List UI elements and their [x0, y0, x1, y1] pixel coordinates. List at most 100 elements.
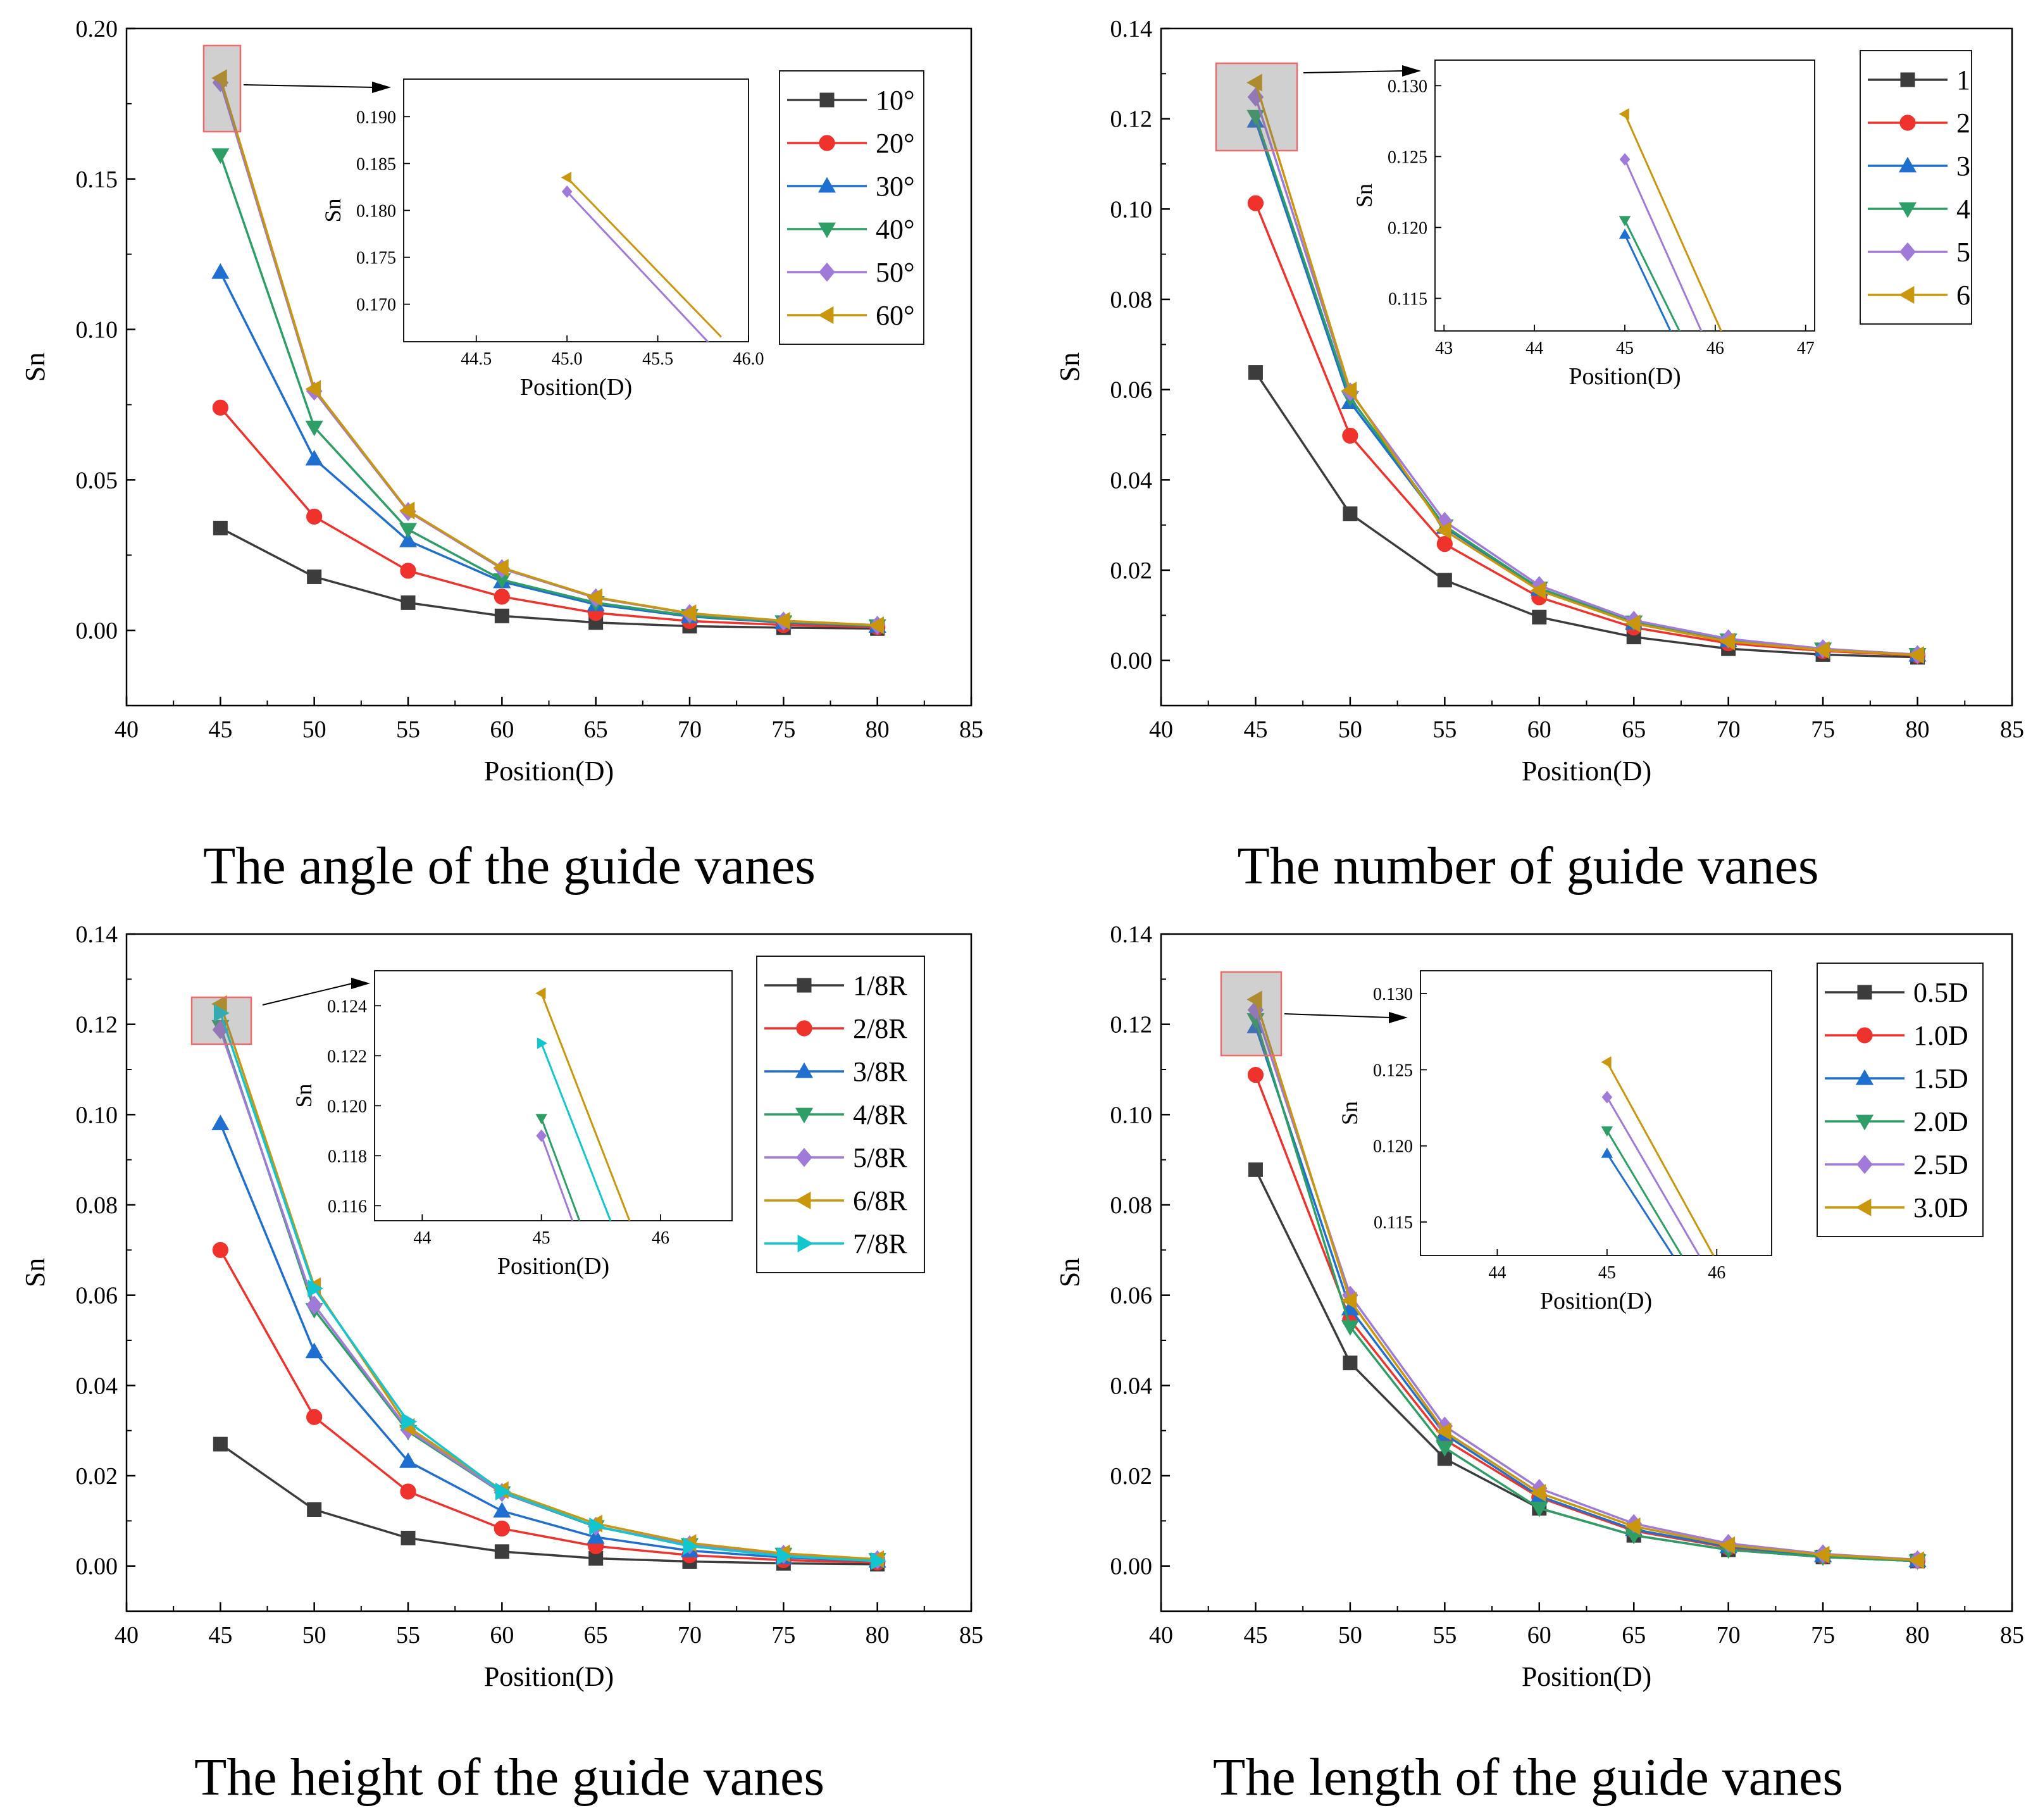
legend-marker-3-0d: [1855, 1198, 1872, 1217]
inset-point-4: [1619, 216, 1631, 227]
legend-label: 4/8R: [853, 1099, 907, 1130]
y-tick-label: 0.08: [1110, 287, 1153, 313]
inset-point-60deg: [561, 171, 571, 184]
y-tick-label: 0.00: [76, 618, 118, 644]
y-tick-label: 0.04: [1110, 467, 1153, 494]
inset-line-6: [1624, 113, 1722, 331]
legend-marker-10deg: [819, 92, 835, 108]
data-point-60deg: [493, 559, 509, 577]
legend-label: 2.0D: [1913, 1106, 1968, 1137]
x-tick-label: 45: [208, 716, 232, 743]
data-point-6: [1341, 382, 1357, 400]
data-point-6: [1625, 614, 1641, 633]
data-point-60deg: [868, 616, 885, 635]
chart-guide-vane-height: 40 45 50 55 60 65 70 75 80 85 0.00 0.02 0.04 0.06 0.08…: [20, 921, 983, 1692]
x-tick-label: 75: [771, 1622, 795, 1649]
inset-y-tick-label: 0.130: [1388, 77, 1427, 96]
series-60deg: [211, 69, 885, 635]
x-tick-label: 85: [2000, 716, 2024, 743]
series-6: [1246, 73, 1924, 664]
inset-x-tick-label: 45: [533, 1228, 550, 1248]
inset-line-6-8r: [540, 993, 631, 1221]
caption-number: The number of guide vanes: [1237, 837, 1819, 895]
y-tick-label: 0.06: [1110, 1283, 1153, 1309]
caption-length: The length of the guide vanes: [1212, 1748, 1844, 1807]
legend: 1/8R 2/8R 3/8R 4/8R 5/8R 6/8R 7/8R: [756, 956, 925, 1273]
legend-item-4-8r: 4/8R: [764, 1099, 907, 1130]
inset-lines: [1601, 1056, 1715, 1256]
y-tick-label: 0.08: [76, 1192, 118, 1219]
x-tick-label: 45: [1243, 1622, 1267, 1649]
legend-marker-4: [1898, 202, 1917, 218]
data-point-3-0d: [1436, 1423, 1451, 1441]
x-tick-label: 80: [866, 716, 890, 743]
legend-item-6-8r: 6/8R: [764, 1185, 907, 1216]
inset-frame: [1434, 59, 1815, 332]
inset-y-tick-label: 0.120: [1388, 218, 1427, 238]
inset-chart: 44 45 46 0.116 0.118 0.120 0.122 0.124 Position(…: [291, 970, 733, 1280]
y-tick-label: 0.10: [1110, 1102, 1153, 1128]
inset-y-tick-label: 0.180: [356, 202, 396, 221]
y-tick-label: 0.02: [1110, 558, 1153, 584]
data-point-40deg: [399, 523, 418, 539]
inset-x-axis-label: Position(D): [497, 1253, 609, 1280]
data-point-20deg: [494, 589, 510, 605]
data-point-6: [1908, 646, 1924, 664]
data-point-6: [1813, 641, 1830, 659]
legend-marker-3: [1898, 156, 1917, 173]
y-tick-label: 0.15: [76, 166, 118, 193]
data-point-3-0d: [1341, 1292, 1357, 1310]
zoom-arrow-head: [1402, 65, 1421, 77]
inset-x-tick-label: 45: [1598, 1263, 1616, 1283]
legend-marker-1: [1900, 72, 1915, 87]
data-point-1-8r: [494, 1544, 509, 1559]
legend-item-2-0d: 2.0D: [1825, 1106, 1968, 1137]
legend-item-3: 3: [1868, 151, 1970, 182]
data-point-1-8r: [401, 1530, 416, 1545]
legend-label: 10°: [876, 85, 915, 116]
series-line-2-0d: [1254, 1019, 1918, 1562]
legend-item-20deg: 20°: [787, 128, 915, 159]
y-tick-label: 0.12: [1110, 1012, 1153, 1038]
data-point-7-8r: [871, 1552, 886, 1570]
inset-y-tick-label: 0.118: [328, 1147, 367, 1166]
inset-y-tick-label: 0.175: [356, 249, 396, 268]
x-tick-label: 40: [1149, 1622, 1173, 1649]
inset-line-3-0d: [1606, 1061, 1715, 1256]
y-tick-label: 0.14: [76, 921, 118, 948]
legend-marker-6-8r: [795, 1191, 811, 1210]
data-point-2: [1247, 195, 1264, 211]
legend-label: 4: [1956, 194, 1970, 225]
data-point-40deg: [211, 148, 230, 164]
data-point-10deg: [401, 595, 416, 610]
inset-line-5: [1624, 159, 1703, 331]
legend-label: 1: [1956, 65, 1970, 96]
legend-marker-50deg: [819, 262, 835, 282]
legend-item-3-8r: 3/8R: [764, 1056, 907, 1087]
data-point-2-0d: [1436, 1441, 1454, 1457]
inset-y-tick-label: 0.190: [356, 108, 396, 127]
data-point-3-0d: [1625, 1517, 1641, 1535]
data-point-1-8r: [213, 1437, 228, 1452]
series-7-8r: [213, 1004, 886, 1570]
legend-label: 60°: [876, 300, 915, 331]
legend-item-50deg: 50°: [787, 257, 915, 288]
inset-x-tick-label: 46.0: [733, 349, 764, 369]
x-tick-label: 70: [678, 1622, 702, 1649]
series-line-20deg: [220, 407, 878, 628]
inset-x-tick-label: 46: [1708, 1263, 1725, 1283]
data-point-10deg: [494, 608, 509, 623]
x-tick-label: 55: [396, 1622, 420, 1649]
legend-label: 5/8R: [853, 1142, 907, 1173]
x-tick-label: 50: [1338, 1622, 1362, 1649]
caption-height: The height of the guide vanes: [194, 1748, 825, 1807]
inset-y-tick-label: 0.115: [1374, 1213, 1413, 1233]
data-point-1: [1532, 609, 1547, 625]
x-tick-label: 65: [1622, 716, 1646, 743]
series-line-7-8r: [219, 1013, 878, 1562]
inset-x-axis-label: Position(D): [520, 374, 632, 401]
legend-item-4: 4: [1868, 194, 1970, 225]
inset-frame: [403, 78, 749, 342]
legend-item-1-5d: 1.5D: [1825, 1063, 1968, 1094]
data-point-3-8r: [305, 1342, 323, 1359]
